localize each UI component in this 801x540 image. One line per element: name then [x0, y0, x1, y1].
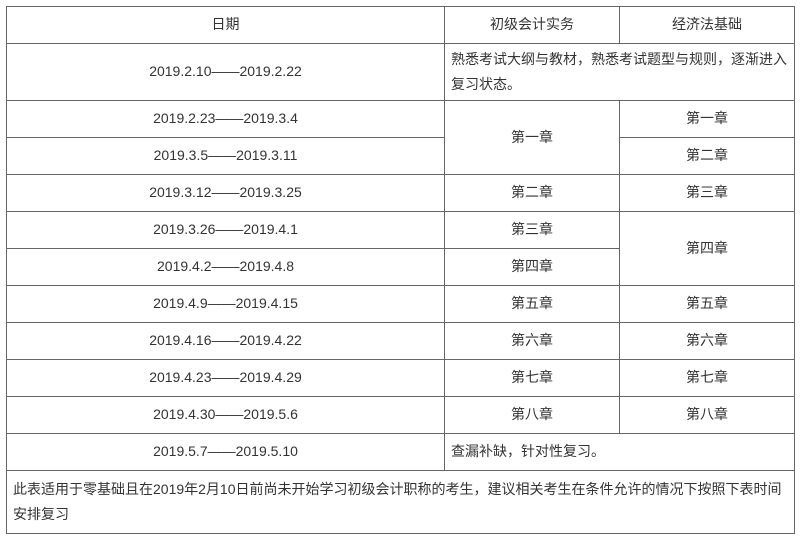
date-cell: 2019.2.23——2019.3.4 [7, 101, 445, 138]
date-cell: 2019.4.9——2019.4.15 [7, 286, 445, 323]
chapter-cell: 第二章 [620, 138, 795, 175]
table-row: 2019.4.9——2019.4.15 第五章 第五章 [7, 286, 795, 323]
chapter-cell: 第一章 [445, 101, 620, 175]
chapter-cell: 第五章 [445, 286, 620, 323]
header-date: 日期 [7, 7, 445, 44]
table-row: 2019.4.16——2019.4.22 第六章 第六章 [7, 323, 795, 360]
table-row: 2019.5.7——2019.5.10 查漏补缺，针对性复习。 [7, 434, 795, 471]
chapter-cell: 第三章 [445, 212, 620, 249]
table-row: 2019.4.30——2019.5.6 第八章 第八章 [7, 397, 795, 434]
table-row: 2019.3.12——2019.3.25 第二章 第三章 [7, 175, 795, 212]
chapter-cell: 第四章 [620, 212, 795, 286]
date-cell: 2019.4.23——2019.4.29 [7, 360, 445, 397]
table-row: 2019.3.5——2019.3.11 第二章 [7, 138, 795, 175]
date-cell: 2019.5.7——2019.5.10 [7, 434, 445, 471]
merged-note-cell: 查漏补缺，针对性复习。 [445, 434, 795, 471]
header-col1: 初级会计实务 [445, 7, 620, 44]
date-cell: 2019.4.16——2019.4.22 [7, 323, 445, 360]
table-row: 2019.2.10——2019.2.22 熟悉考试大纲与教材，熟悉考试题型与规则… [7, 44, 795, 101]
date-cell: 2019.4.30——2019.5.6 [7, 397, 445, 434]
merged-note-cell: 熟悉考试大纲与教材，熟悉考试题型与规则，逐渐进入复习状态。 [445, 44, 795, 101]
chapter-cell: 第七章 [445, 360, 620, 397]
table-footnote-row: 此表适用于零基础且在2019年2月10日前尚未开始学习初级会计职称的考生，建议相… [7, 471, 795, 534]
date-cell: 2019.3.12——2019.3.25 [7, 175, 445, 212]
chapter-cell: 第七章 [620, 360, 795, 397]
chapter-cell: 第八章 [445, 397, 620, 434]
date-cell: 2019.3.5——2019.3.11 [7, 138, 445, 175]
chapter-cell: 第八章 [620, 397, 795, 434]
table-row: 2019.2.23——2019.3.4 第一章 第一章 [7, 101, 795, 138]
chapter-cell: 第二章 [445, 175, 620, 212]
date-cell: 2019.2.10——2019.2.22 [7, 44, 445, 101]
chapter-cell: 第六章 [445, 323, 620, 360]
study-plan-table: 日期 初级会计实务 经济法基础 2019.2.10——2019.2.22 熟悉考… [6, 6, 795, 534]
chapter-cell: 第六章 [620, 323, 795, 360]
table-header-row: 日期 初级会计实务 经济法基础 [7, 7, 795, 44]
chapter-cell: 第三章 [620, 175, 795, 212]
date-cell: 2019.4.2——2019.4.8 [7, 249, 445, 286]
table-row: 2019.4.23——2019.4.29 第七章 第七章 [7, 360, 795, 397]
chapter-cell: 第一章 [620, 101, 795, 138]
date-cell: 2019.3.26——2019.4.1 [7, 212, 445, 249]
chapter-cell: 第五章 [620, 286, 795, 323]
table-row: 2019.3.26——2019.4.1 第三章 第四章 [7, 212, 795, 249]
chapter-cell: 第四章 [445, 249, 620, 286]
header-col2: 经济法基础 [620, 7, 795, 44]
footnote-cell: 此表适用于零基础且在2019年2月10日前尚未开始学习初级会计职称的考生，建议相… [7, 471, 795, 534]
